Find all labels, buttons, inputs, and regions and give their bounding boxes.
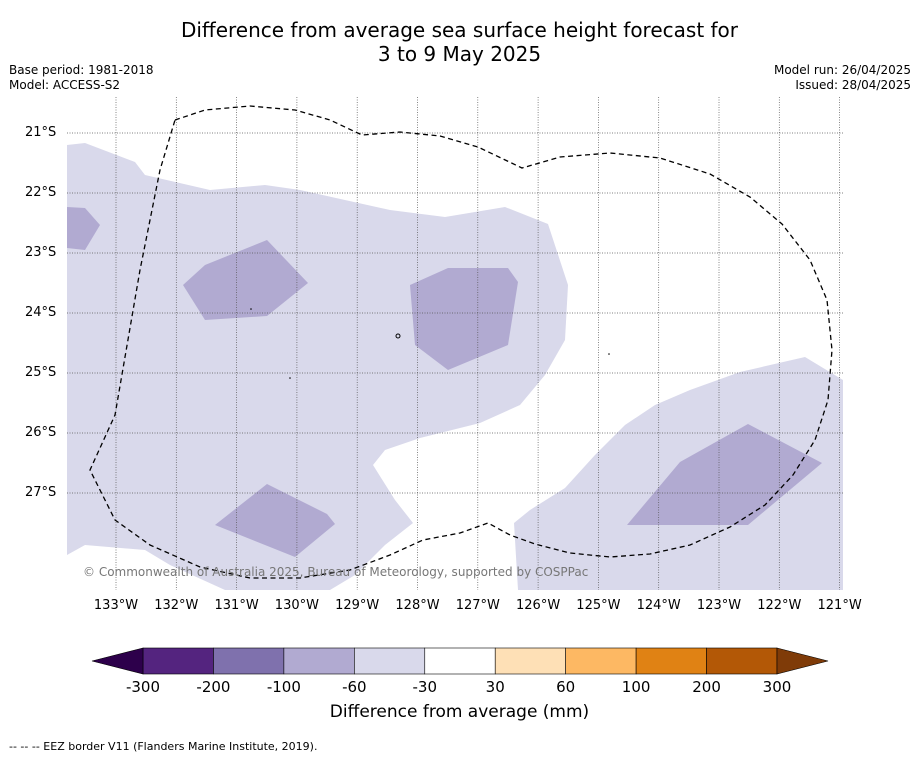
longitude-label: 131°W xyxy=(214,598,259,613)
colorbar-tick-label: -60 xyxy=(342,678,367,696)
colorbar-tick-label: 60 xyxy=(556,678,576,696)
latitude-label: 22°S xyxy=(25,185,57,200)
colorbar-segment xyxy=(635,647,707,675)
longitude-label: 128°W xyxy=(395,598,440,613)
colorbar-tick-label: 300 xyxy=(762,678,792,696)
meta-right: Model run: 26/04/2025 Issued: 28/04/2025 xyxy=(774,63,911,93)
colorbar-tick-label: 30 xyxy=(485,678,505,696)
title-line-2: 3 to 9 May 2025 xyxy=(377,42,542,66)
longitude-label: 127°W xyxy=(455,598,500,613)
colorbar-title: Difference from average (mm) xyxy=(329,702,590,722)
latitude-label: 25°S xyxy=(25,365,57,380)
longitude-label: 124°W xyxy=(636,598,681,613)
base-period: Base period: 1981-2018 xyxy=(9,63,154,77)
longitude-label: 126°W xyxy=(516,598,561,613)
anomaly-medium-fill xyxy=(67,207,822,557)
longitude-label: 132°W xyxy=(154,598,199,613)
issued-date: Issued: 28/04/2025 xyxy=(795,78,911,92)
title-line-1: Difference from average sea surface heig… xyxy=(180,18,739,42)
colorbar-tick-label: -100 xyxy=(266,678,301,696)
colorbar-segment xyxy=(213,647,285,675)
colorbar-segment xyxy=(494,647,566,675)
colorbar-over-arrow xyxy=(776,647,829,675)
longitude-label: 129°W xyxy=(335,598,380,613)
graticule xyxy=(67,97,843,590)
longitude-label: 125°W xyxy=(576,598,621,613)
colorbar-tick-label: 100 xyxy=(621,678,651,696)
latitude-label: 21°S xyxy=(25,125,57,140)
meta-left: Base period: 1981-2018 Model: ACCESS-S2 xyxy=(9,63,154,93)
colorbar xyxy=(91,647,829,675)
colorbar-tick-label: -30 xyxy=(412,678,438,696)
colorbar-under-arrow xyxy=(91,647,144,675)
colorbar-segment xyxy=(142,647,214,675)
longitude-label: 130°W xyxy=(274,598,319,613)
latitude-label: 27°S xyxy=(25,485,57,500)
longitude-label: 133°W xyxy=(93,598,139,613)
island-markers xyxy=(250,308,610,379)
model-name: Model: ACCESS-S2 xyxy=(9,78,121,92)
colorbar-segment xyxy=(354,647,426,675)
copyright-notice: © Commonwealth of Australia 2025, Bureau… xyxy=(83,565,589,579)
latitude-label: 26°S xyxy=(25,425,57,440)
colorbar-segment xyxy=(283,647,355,675)
colorbar-segment xyxy=(706,647,778,675)
colorbar-segment xyxy=(424,647,496,675)
colorbar-tick-label: 200 xyxy=(692,678,721,696)
colorbar-tick-label: -300 xyxy=(125,678,161,696)
eez-footnote: -- -- -- EEZ border V11 (Flanders Marine… xyxy=(9,740,318,753)
colorbar-tick-label: -200 xyxy=(196,678,231,696)
colorbar-segment xyxy=(565,647,637,675)
longitude-label: 122°W xyxy=(757,598,802,613)
longitude-label: 123°W xyxy=(696,598,742,613)
latitude-label: 24°S xyxy=(25,305,57,320)
map-title: Difference from average sea surface heig… xyxy=(0,18,919,66)
eez-border xyxy=(89,105,833,579)
longitude-label: 121°W xyxy=(817,598,862,613)
latitude-label: 23°S xyxy=(25,245,57,260)
model-run: Model run: 26/04/2025 xyxy=(773,63,911,77)
